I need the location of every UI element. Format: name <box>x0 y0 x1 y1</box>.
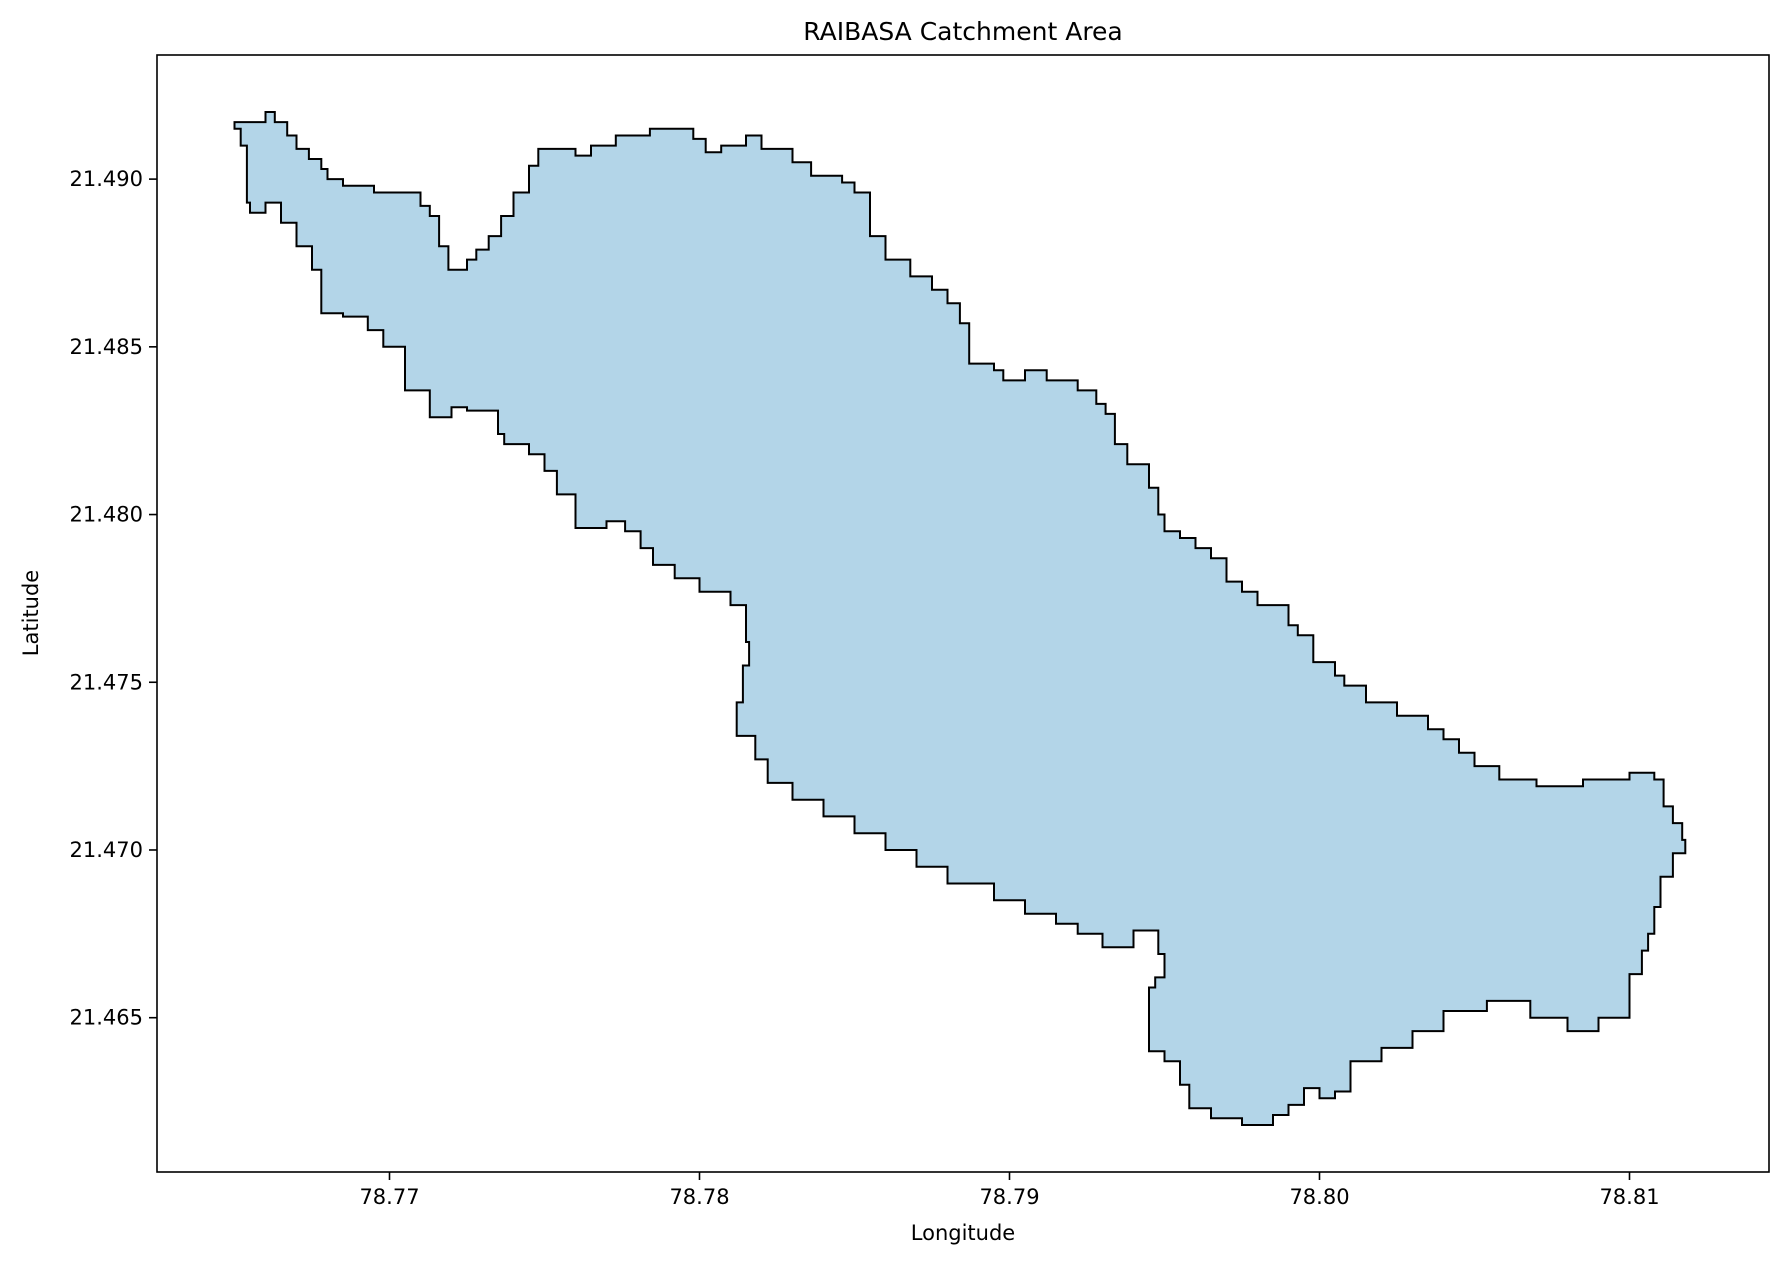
y-tick-label: 21.485 <box>70 335 143 359</box>
chart-title: RAIBASA Catchment Area <box>803 17 1123 46</box>
x-tick-label: 78.80 <box>1289 1185 1349 1209</box>
y-tick-label: 21.465 <box>70 1006 143 1030</box>
y-axis: 21.465 21.470 21.475 21.480 21.485 21.490 <box>70 167 157 1030</box>
x-tick-label: 78.79 <box>979 1185 1039 1209</box>
y-tick-label: 21.490 <box>70 167 143 191</box>
y-axis-label: Latitude <box>19 570 43 656</box>
y-tick-label: 21.470 <box>70 838 143 862</box>
y-tick-label: 21.475 <box>70 670 143 694</box>
plot-frame <box>156 54 1770 1173</box>
y-tick-label: 21.480 <box>70 503 143 527</box>
plot-area <box>156 54 1770 1173</box>
x-tick-label: 78.78 <box>669 1185 729 1209</box>
x-tick-label: 78.81 <box>1599 1185 1659 1209</box>
x-axis-label: Longitude <box>911 1221 1015 1245</box>
catchment-boundary-polygon <box>233 111 1687 1126</box>
x-axis: 78.77 78.78 78.79 78.80 78.81 <box>359 1172 1660 1209</box>
x-tick-label: 78.77 <box>359 1185 419 1209</box>
